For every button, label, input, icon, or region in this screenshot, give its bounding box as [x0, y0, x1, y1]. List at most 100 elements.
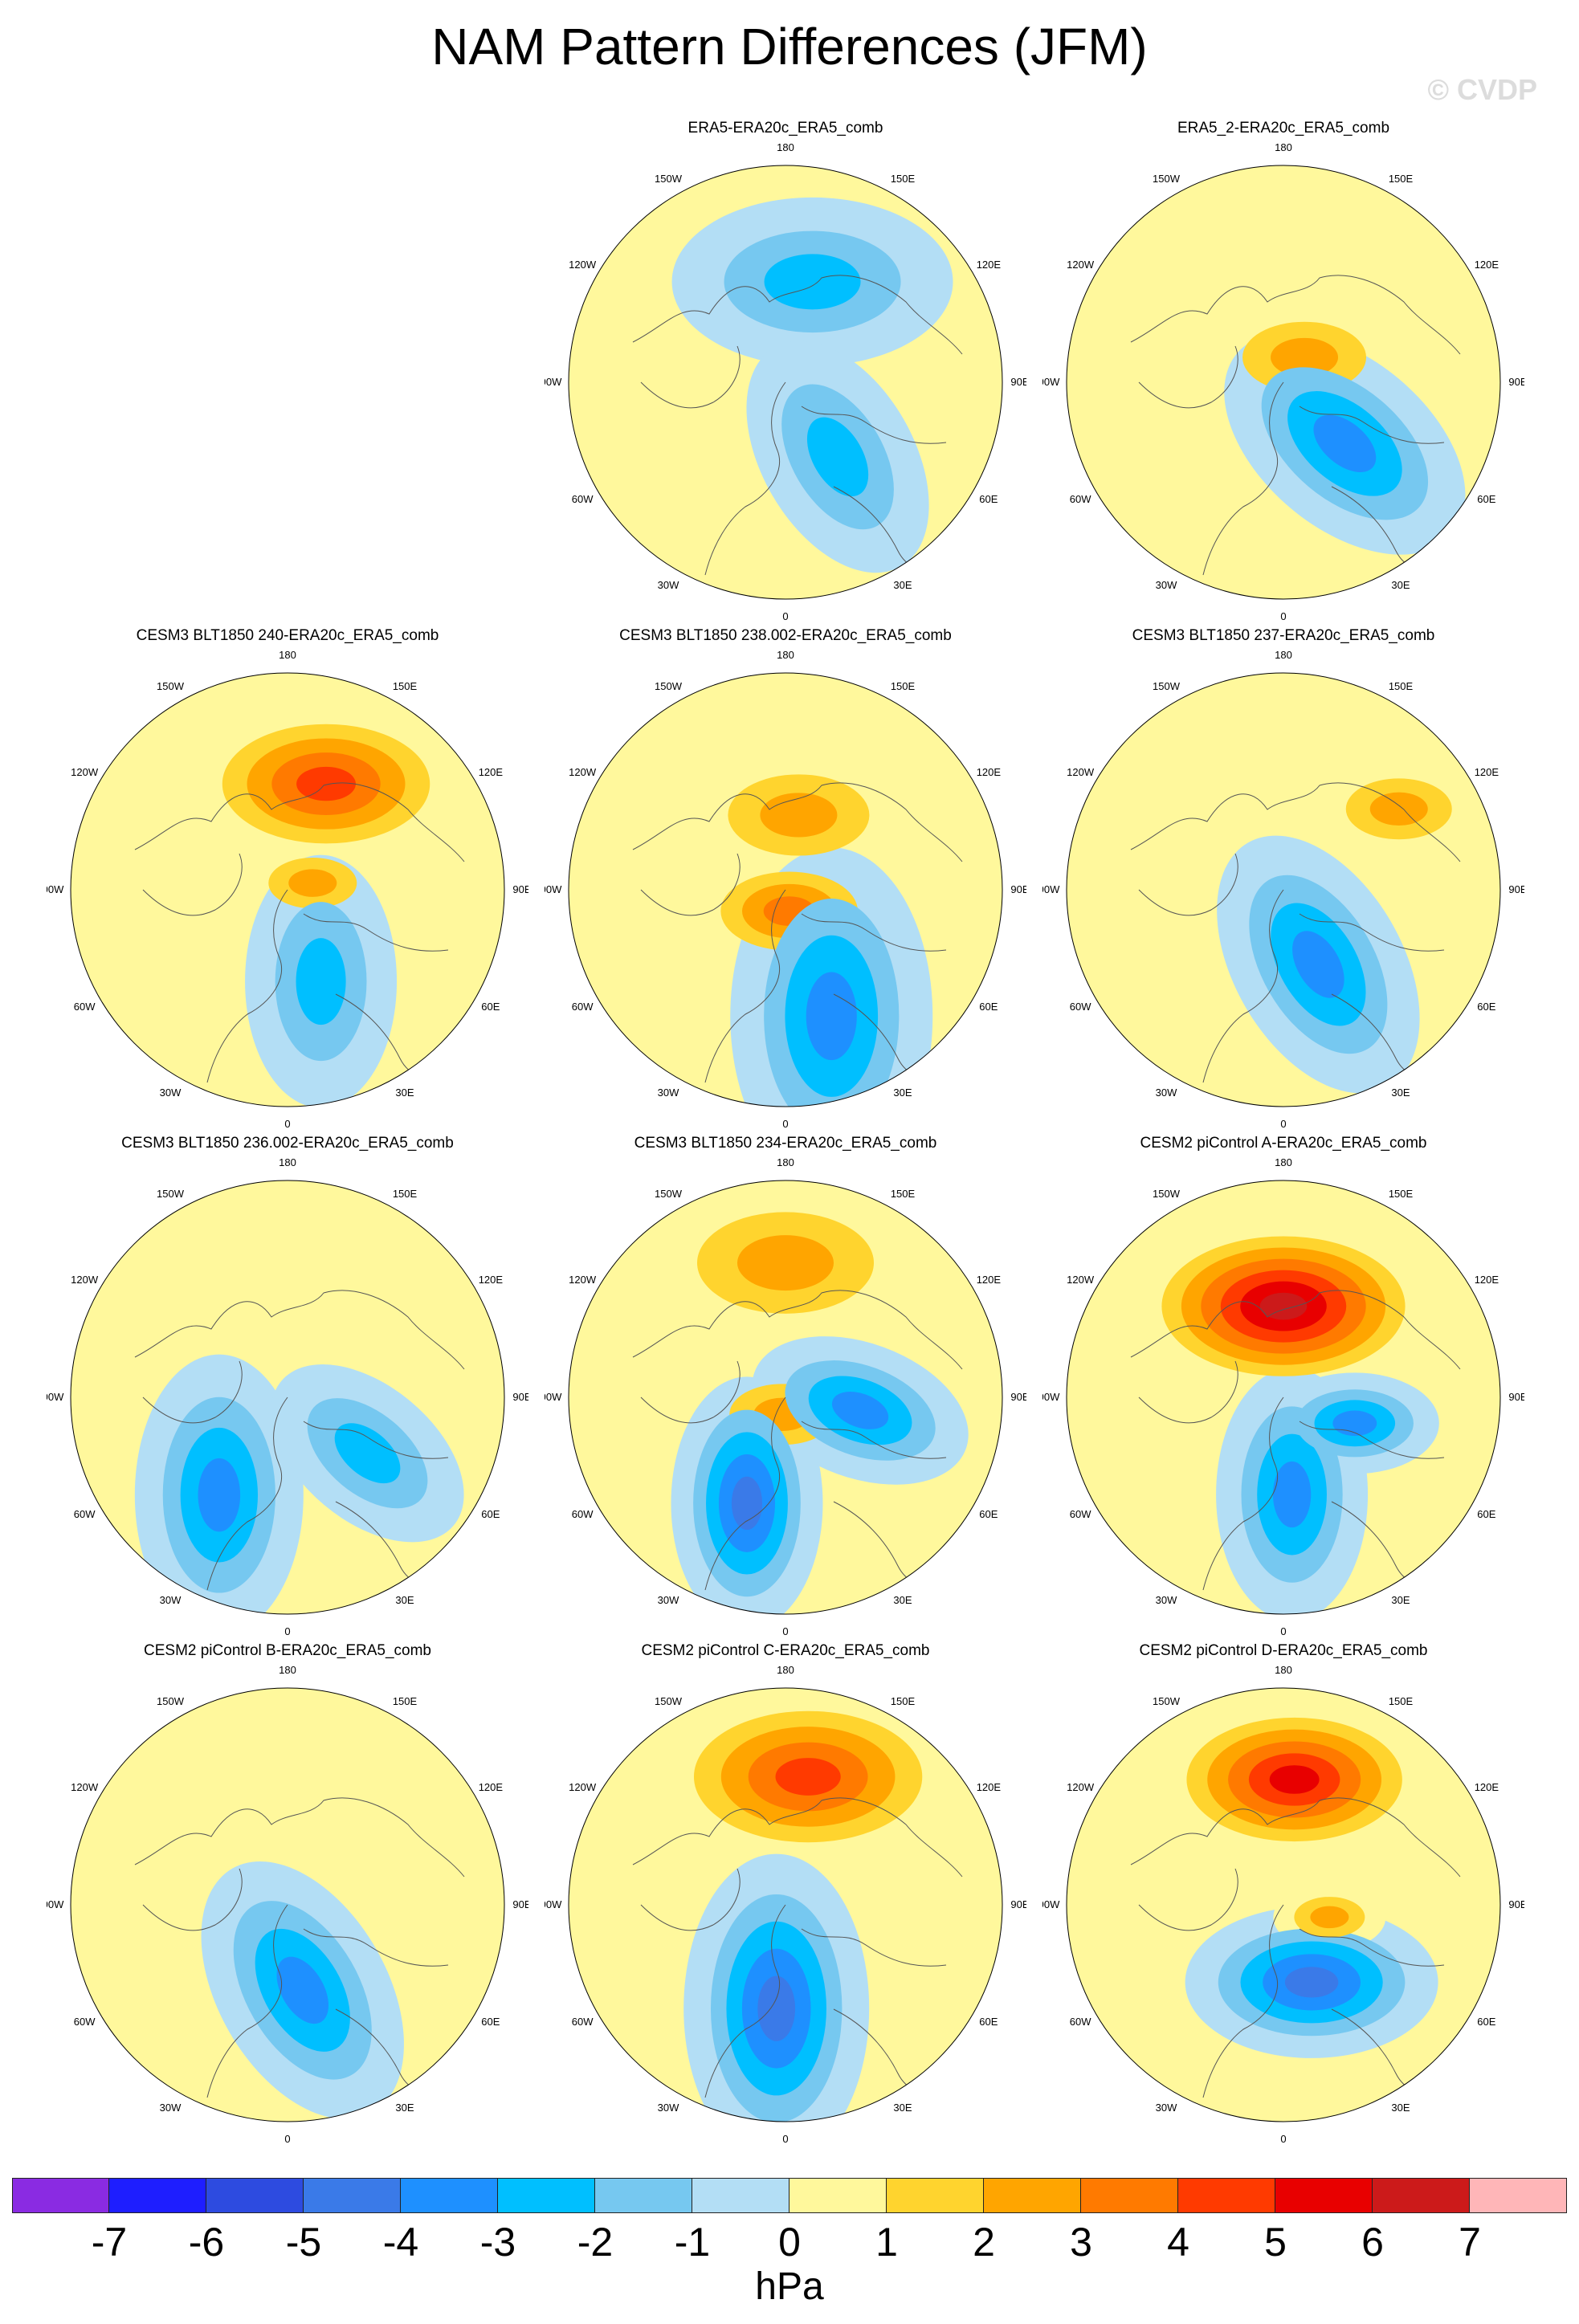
longitude-label: 90W — [545, 1898, 562, 1910]
polar-map: 180 150E 120E 90E 60E 30E 0 30W 60W 90W 120W 150W — [1042, 1156, 1524, 1637]
longitude-label: 90E — [1010, 1898, 1026, 1910]
longitude-label: 90W — [1042, 1898, 1060, 1910]
longitude-label: 90E — [512, 1898, 528, 1910]
longitude-label: 0 — [782, 2133, 788, 2145]
longitude-label: 180 — [1275, 649, 1292, 661]
panel-title: CESM2 piControl C-ERA20c_ERA5_comb — [641, 1642, 930, 1659]
polar-map: 180 150E 120E 90E 60E 30E 0 30W 60W 90W 120W 150W — [47, 1664, 528, 2145]
colorbar-bin — [790, 2178, 887, 2213]
longitude-label: 60W — [572, 1508, 594, 1520]
colorbar-tick-label: -1 — [674, 2220, 711, 2265]
anomaly-contour — [288, 869, 337, 897]
longitude-label: 180 — [1275, 1664, 1292, 1676]
longitude-label: 30W — [658, 1087, 679, 1099]
longitude-label: 60W — [572, 2016, 594, 2028]
panel-title: CESM3 BLT1850 234-ERA20c_ERA5_comb — [634, 1135, 937, 1152]
longitude-label: 60E — [481, 2016, 500, 2028]
colorbar-tick-label: -4 — [382, 2220, 419, 2265]
longitude-label: 150E — [393, 1695, 418, 1707]
colorbar-bin — [692, 2178, 790, 2213]
longitude-label: 30W — [1156, 579, 1177, 591]
anomaly-contour — [276, 1956, 329, 2024]
longitude-label: 150E — [891, 1188, 916, 1200]
longitude-label: 120E — [977, 259, 1002, 271]
coastline — [134, 782, 465, 1083]
longitude-label: 180 — [279, 1156, 296, 1168]
longitude-label: 0 — [284, 1625, 290, 1637]
longitude-label: 60W — [1070, 2016, 1091, 2028]
longitude-label: 60E — [1477, 1001, 1495, 1013]
longitude-label: 150W — [1153, 173, 1181, 185]
colorbar-tick-label: 0 — [778, 2220, 801, 2265]
polar-map: 180 150E 120E 90E 60E 30E 0 30W 60W 90W 120W 150W — [1042, 649, 1524, 1130]
longitude-label: 120E — [479, 1781, 504, 1793]
coastline — [134, 1797, 465, 2098]
anomaly-contour — [1272, 1461, 1312, 1528]
colorbar-tick-label: -6 — [188, 2220, 225, 2265]
longitude-label: 90W — [545, 883, 562, 895]
polar-map: 180 150E 120E 90E 60E 30E 0 30W 60W 90W 120W 150W — [1042, 1664, 1524, 2145]
longitude-label: 30W — [160, 1594, 182, 1606]
longitude-label: 90W — [1042, 1391, 1060, 1403]
longitude-label: 150E — [891, 680, 916, 692]
colorbar-bin — [304, 2178, 401, 2213]
map-boundary — [1066, 165, 1501, 600]
panel-title: CESM3 BLT1850 236.002-ERA20c_ERA5_comb — [121, 1135, 454, 1152]
longitude-label: 180 — [777, 141, 794, 153]
anomaly-contour — [760, 793, 838, 838]
longitude-label: 120E — [977, 1274, 1002, 1286]
anomaly-contour — [775, 1758, 841, 1796]
longitude-label: 120W — [71, 1781, 99, 1793]
longitude-label: 120E — [1475, 766, 1499, 778]
longitude-label: 120W — [569, 1274, 597, 1286]
anomaly-contour — [1269, 1765, 1320, 1794]
longitude-label: 30W — [658, 2102, 679, 2114]
longitude-label: 90E — [1010, 376, 1026, 388]
map-boundary — [1066, 1687, 1501, 2122]
longitude-label: 0 — [1280, 1625, 1286, 1637]
longitude-label: 90E — [1508, 1391, 1524, 1403]
longitude-label: 120E — [1475, 1274, 1499, 1286]
longitude-label: 120W — [1067, 1781, 1095, 1793]
longitude-label: 90E — [1508, 1898, 1524, 1910]
polar-map: 180 150E 120E 90E 60E 30E 0 30W 60W 90W 120W 150W — [47, 1156, 528, 1637]
map-panel: CESM3 BLT1850 234-ERA20c_ERA5_comb 180 150… — [545, 1134, 1026, 1640]
map-boundary — [1066, 1180, 1501, 1615]
colorbar-bin — [1470, 2178, 1567, 2213]
longitude-label: 30E — [893, 2102, 912, 2114]
longitude-label: 180 — [777, 649, 794, 661]
longitude-label: 150W — [655, 1695, 683, 1707]
colorbar-bin — [1373, 2178, 1470, 2213]
longitude-label: 60W — [1070, 1508, 1091, 1520]
longitude-label: 150E — [1389, 1695, 1414, 1707]
anomaly-contour — [1292, 931, 1344, 998]
colorbar-tick-label: -2 — [577, 2220, 614, 2265]
longitude-label: 150W — [655, 173, 683, 185]
colorbar-bin — [401, 2178, 498, 2213]
longitude-label: 90E — [1508, 376, 1524, 388]
panel-title: CESM3 BLT1850 238.002-ERA20c_ERA5_comb — [619, 627, 952, 644]
anomaly-contour — [198, 1458, 241, 1532]
panel-title: CESM2 piControl B-ERA20c_ERA5_comb — [144, 1642, 431, 1659]
anomaly-contour — [1310, 1906, 1349, 1929]
longitude-label: 150E — [393, 1188, 418, 1200]
longitude-label: 0 — [284, 2133, 290, 2145]
map-boundary — [70, 1180, 505, 1615]
anomaly-contour — [806, 417, 869, 497]
polar-map: 180 150E 120E 90E 60E 30E 0 30W 60W 90W 120W 150W — [47, 649, 528, 1130]
longitude-label: 90E — [1010, 883, 1026, 895]
anomaly-contour — [764, 254, 861, 310]
longitude-label: 0 — [1280, 2133, 1286, 2145]
longitude-label: 120W — [1067, 1274, 1095, 1286]
longitude-label: 60E — [1477, 2016, 1495, 2028]
colorbar-tick-label: -3 — [479, 2220, 516, 2265]
anomaly-contour — [731, 1476, 763, 1531]
longitude-label: 60W — [74, 1508, 96, 1520]
longitude-label: 120W — [569, 1781, 597, 1793]
longitude-label: 180 — [777, 1664, 794, 1676]
colorbar-tick-label: 3 — [1070, 2220, 1092, 2265]
longitude-label: 60W — [1070, 1001, 1091, 1013]
longitude-label: 60W — [74, 2016, 96, 2028]
map-boundary — [70, 1687, 505, 2122]
anomaly-contour — [1271, 337, 1339, 377]
